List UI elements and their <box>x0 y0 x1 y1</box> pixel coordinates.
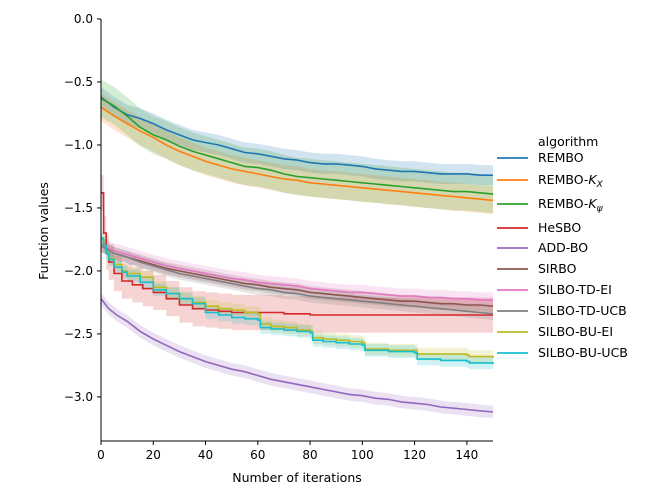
line-silbo-td-ei <box>100 243 493 301</box>
x-tick-label: 100 <box>351 448 374 462</box>
line-sirbo <box>100 245 494 307</box>
x-tick-label: 140 <box>455 448 478 462</box>
legend-label-silbo-bu-ucb: SILBO-BU-UCB <box>538 345 628 360</box>
legend-label-rembo-k: REMBO-Kψ <box>538 196 604 214</box>
y-axis-label: Function values <box>36 182 51 280</box>
y-tick-label: −2.5 <box>64 327 93 341</box>
legend-label-add-bo: ADD-BO <box>538 240 588 255</box>
x-tick-label: 40 <box>198 448 213 462</box>
legend: algorithm REMBO REMBO-KX REMBO-Kψ HeSBO ADD-… <box>497 134 628 360</box>
y-tick-label: −3.0 <box>64 390 93 404</box>
x-tick-label: 0 <box>97 448 105 462</box>
series-lines <box>100 96 494 413</box>
line-silbo-td-ucb <box>100 245 494 315</box>
x-tick-label: 120 <box>403 448 426 462</box>
legend-label-sirbo: SIRBO <box>538 261 577 276</box>
band-sirbo <box>101 239 493 313</box>
legend-label-silbo-bu-ei: SILBO-BU-EI <box>538 324 613 339</box>
x-ticks: 0 20 40 60 80 100 120 140 <box>97 441 478 462</box>
axes: 0 20 40 60 80 100 120 140 0.0 −0.5 −1.0 −1.5 −2.0 −2… <box>64 12 493 462</box>
band-add-bo <box>101 292 493 419</box>
line-rembo-k-x <box>100 106 494 202</box>
line-silbo-bu-ucb <box>101 237 494 365</box>
line-add-bo <box>100 298 494 413</box>
y-tick-label: −1.5 <box>64 201 93 215</box>
legend-label-silbo-td-ucb: SILBO-TD-UCB <box>538 303 627 318</box>
legend-items: REMBO REMBO-KX REMBO-Kψ HeSBO ADD-BO SIRBO SIL… <box>497 150 628 360</box>
line-hesbo <box>101 192 493 316</box>
line-silbo-bu-ei <box>101 238 494 358</box>
band-hesbo <box>101 175 493 333</box>
y-ticks: 0.0 −0.5 −1.0 −1.5 −2.0 −2.5 −3.0 <box>64 12 101 404</box>
legend-label-rembo-k-x: REMBO-KX <box>538 172 604 190</box>
band-rembo-k <box>101 79 493 213</box>
band-rembo <box>101 87 493 186</box>
line-rembo <box>100 96 493 176</box>
x-axis-label: Number of iterations <box>232 470 362 485</box>
legend-title: algorithm <box>538 134 598 149</box>
band-silbo-td-ei <box>101 236 493 308</box>
confidence-bands <box>101 79 493 419</box>
x-tick-label: 80 <box>302 448 317 462</box>
legend-label-hesbo: HeSBO <box>538 220 581 235</box>
band-rembo-k-x <box>101 93 493 215</box>
legend-label-rembo: REMBO <box>538 150 584 165</box>
line-rembo-k <box>100 97 494 195</box>
y-tick-label: −2.0 <box>64 264 93 278</box>
x-tick-label: 20 <box>146 448 161 462</box>
x-tick-label: 60 <box>250 448 265 462</box>
y-tick-label: 0.0 <box>74 12 93 26</box>
y-tick-label: −1.0 <box>64 138 93 152</box>
y-tick-label: −0.5 <box>64 75 93 89</box>
legend-label-silbo-td-ei: SILBO-TD-EI <box>538 282 612 297</box>
